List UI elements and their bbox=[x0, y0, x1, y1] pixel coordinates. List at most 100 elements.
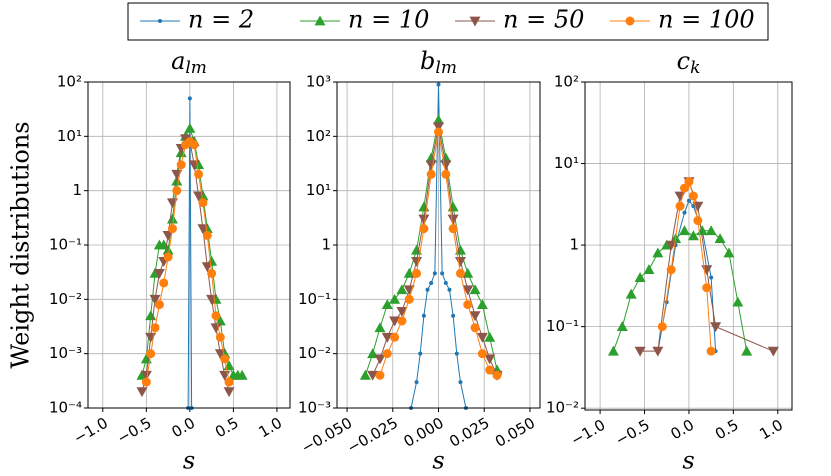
marker bbox=[454, 351, 459, 356]
y-tick-label: 10⁻¹ bbox=[546, 317, 579, 335]
marker bbox=[448, 224, 458, 234]
marker bbox=[418, 214, 430, 225]
legend-label: n = 100 bbox=[658, 6, 755, 34]
marker bbox=[454, 244, 466, 255]
title-subscript: k bbox=[690, 58, 700, 78]
marker bbox=[154, 300, 164, 310]
marker bbox=[396, 306, 408, 317]
marker bbox=[702, 283, 712, 293]
x-axis-label: s bbox=[432, 447, 444, 475]
marker bbox=[657, 322, 667, 332]
marker bbox=[176, 160, 186, 170]
marker bbox=[421, 313, 426, 318]
marker bbox=[634, 272, 646, 282]
marker bbox=[150, 323, 160, 333]
marker bbox=[432, 271, 437, 276]
marker bbox=[462, 285, 474, 296]
marker bbox=[382, 349, 392, 359]
marker bbox=[625, 288, 637, 299]
marker bbox=[374, 322, 386, 333]
marker bbox=[158, 19, 162, 23]
marker bbox=[224, 377, 234, 387]
marker bbox=[189, 140, 199, 150]
y-tick-label: 10⁻³ bbox=[49, 344, 82, 362]
marker bbox=[198, 198, 208, 208]
title-text: c bbox=[677, 47, 690, 75]
marker bbox=[141, 377, 151, 387]
marker bbox=[767, 346, 779, 357]
marker bbox=[220, 354, 230, 364]
title-text: a bbox=[171, 47, 185, 75]
marker bbox=[680, 183, 690, 193]
marker bbox=[709, 275, 714, 280]
marker bbox=[201, 262, 213, 273]
marker bbox=[477, 349, 487, 359]
y-tick-label: 10¹ bbox=[554, 154, 579, 172]
marker bbox=[180, 134, 192, 145]
marker bbox=[484, 354, 496, 365]
marker bbox=[429, 280, 434, 285]
marker bbox=[381, 332, 393, 343]
marker bbox=[171, 175, 183, 186]
marker bbox=[414, 380, 419, 385]
marker bbox=[140, 370, 152, 381]
marker bbox=[223, 387, 235, 398]
marker bbox=[705, 225, 717, 236]
legend-label: n = 10 bbox=[348, 6, 429, 34]
y-tick-label: 10¹ bbox=[306, 181, 331, 199]
marker bbox=[732, 296, 744, 307]
marker bbox=[440, 271, 445, 276]
marker bbox=[426, 169, 436, 179]
marker bbox=[616, 321, 628, 332]
y-tick-label: 10¹ bbox=[57, 127, 82, 145]
marker bbox=[184, 122, 196, 133]
y-tick-label: 1 bbox=[569, 236, 579, 254]
y-tick-label: 10⁻² bbox=[49, 290, 82, 308]
marker bbox=[723, 247, 735, 258]
marker bbox=[470, 323, 480, 333]
marker bbox=[469, 311, 481, 322]
y-tick-label: 10³ bbox=[306, 73, 331, 91]
marker bbox=[215, 332, 225, 342]
marker bbox=[194, 169, 204, 179]
plot-frame bbox=[336, 81, 541, 409]
x-axis-label: s bbox=[682, 447, 694, 475]
marker bbox=[314, 15, 326, 26]
marker bbox=[469, 16, 481, 27]
title-subscript: lm bbox=[435, 58, 457, 78]
plot-frame bbox=[584, 81, 793, 411]
plot-frame bbox=[87, 81, 291, 409]
y-tick-label: 10⁻¹ bbox=[49, 236, 82, 254]
marker bbox=[187, 96, 192, 101]
marker bbox=[455, 268, 465, 278]
marker bbox=[207, 268, 217, 278]
marker bbox=[390, 332, 400, 342]
y-tick-label: 10² bbox=[306, 127, 331, 145]
marker bbox=[469, 284, 481, 295]
title-subscript: lm bbox=[185, 58, 207, 78]
marker bbox=[451, 313, 456, 318]
marker bbox=[652, 247, 664, 258]
y-tick-label: 10⁻² bbox=[298, 344, 331, 362]
marker bbox=[149, 294, 161, 305]
marker bbox=[153, 269, 165, 279]
marker bbox=[684, 177, 694, 187]
marker bbox=[167, 224, 177, 234]
marker bbox=[403, 267, 415, 278]
marker bbox=[492, 370, 502, 380]
legend-label: n = 2 bbox=[188, 6, 254, 34]
y-tick-label: 10⁻³ bbox=[298, 399, 331, 417]
y-tick-label: 10⁻² bbox=[546, 399, 579, 417]
marker bbox=[484, 331, 496, 342]
marker bbox=[634, 346, 646, 357]
y-tick-label: 10⁻¹ bbox=[298, 290, 331, 308]
marker bbox=[396, 284, 408, 295]
marker bbox=[741, 345, 753, 356]
marker bbox=[425, 287, 430, 292]
subplot-title: alm bbox=[171, 47, 207, 78]
subplot-title: blm bbox=[420, 47, 457, 78]
marker bbox=[397, 316, 407, 326]
marker bbox=[441, 169, 451, 179]
marker bbox=[375, 370, 385, 380]
marker bbox=[436, 82, 441, 87]
